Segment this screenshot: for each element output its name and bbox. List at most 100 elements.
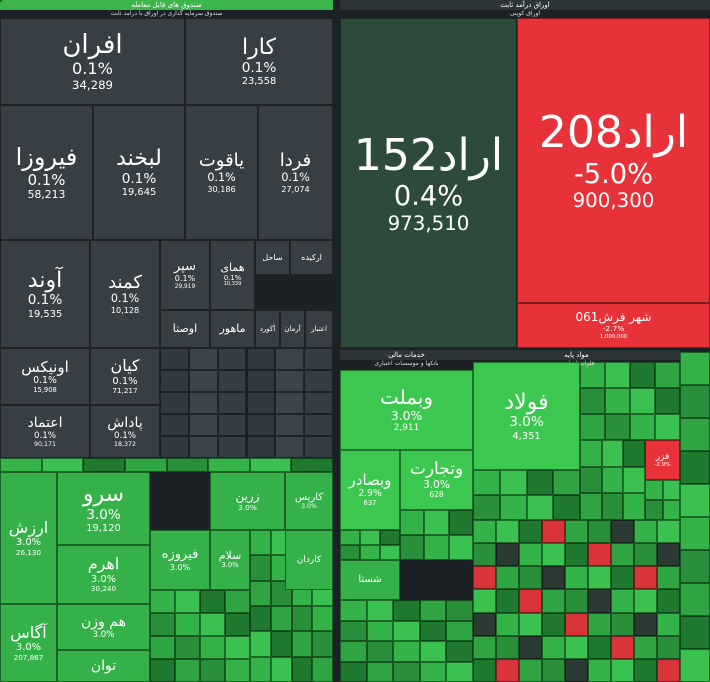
stock-tile: ساحل	[255, 240, 290, 275]
stock-tile: فردا 0.1% 27,074	[258, 105, 333, 240]
tile-name: اهرم	[87, 554, 120, 574]
filler-cell	[542, 543, 565, 567]
filler-cell	[588, 658, 611, 682]
stock-tile: فیروزا 0.1% 58,213	[0, 105, 93, 240]
filler-cell	[542, 520, 565, 544]
tile-change: 2.9%	[358, 488, 382, 500]
tile-name: وبملت	[379, 385, 434, 410]
filler-cell	[496, 589, 519, 613]
filler-cell	[393, 641, 420, 662]
filler-cell	[250, 631, 271, 657]
filler-cell	[225, 590, 250, 613]
filler-cell	[419, 620, 447, 641]
filler-cell	[580, 388, 605, 414]
tile-change: 3.0%	[169, 562, 191, 572]
section-header: اوراق درآمد ثابت	[340, 0, 710, 10]
filler-cell	[270, 656, 292, 682]
filler-cell	[246, 392, 276, 414]
tile-volume: 27,074	[281, 183, 310, 194]
filler-cell	[188, 370, 218, 392]
stock-tile: فزر -2.9%	[645, 440, 680, 480]
filler-cell	[662, 480, 680, 500]
tile-name: آرمان	[284, 324, 301, 333]
filler-cell	[680, 418, 710, 451]
stock-tile: کیان 0.1% 71,217	[90, 348, 160, 405]
tile-change: 3.0%	[509, 414, 544, 431]
tile-name: سرو	[82, 482, 125, 508]
filler-cell	[680, 583, 710, 616]
filler-cell	[393, 600, 420, 621]
filler-cell	[200, 613, 225, 636]
tile-change: 0.1%	[174, 274, 196, 284]
filler-cell	[175, 636, 200, 659]
filler-cell	[623, 440, 645, 467]
filler-cell	[680, 451, 710, 484]
tile-volume: 900,300	[572, 189, 655, 213]
stock-tile: اهرم 3.0% 30,240	[57, 545, 150, 604]
stock-tile: اراد208 -5.0% 900,300	[517, 18, 710, 303]
filler-cell	[270, 631, 292, 657]
filler-cell	[553, 495, 580, 520]
filler-cell	[542, 589, 565, 613]
stock-tile: کاریس 3.0%	[285, 472, 333, 530]
filler-cell	[473, 635, 496, 659]
filler-cell	[680, 550, 710, 583]
tile-change: 0.1%	[112, 375, 138, 387]
tile-change: 3.0%	[90, 573, 117, 585]
filler-cell	[657, 612, 680, 636]
tile-name: لبخند	[116, 146, 162, 172]
filler-cell	[611, 635, 634, 659]
filler-cell	[400, 510, 425, 535]
filler-cell	[580, 414, 605, 440]
filler-cell	[304, 392, 333, 414]
filler-cell	[655, 414, 680, 440]
filler-cell	[565, 543, 588, 567]
stock-tile: ارزش 3.0% 26,130	[0, 472, 57, 604]
tile-volume: 34,289	[72, 77, 113, 92]
filler-cell	[275, 370, 305, 392]
filler-cell	[340, 530, 360, 545]
filler-cell	[499, 495, 527, 520]
filler-cell	[680, 616, 710, 649]
filler-cell	[380, 545, 400, 560]
stock-tile: وتجارت 3.0% 628	[400, 450, 473, 510]
filler-cell	[496, 635, 519, 659]
filler-cell	[424, 535, 449, 560]
filler-cell	[419, 661, 447, 682]
stock-tile: هم وزن 3.0%	[57, 604, 150, 650]
filler-cell	[419, 600, 447, 621]
filler-cell	[275, 392, 305, 414]
filler-cell	[634, 589, 657, 613]
section-subheader: صندوق سرمایه گذاری در اوراق با درآمد ثاب…	[110, 10, 223, 17]
filler-cell	[400, 535, 425, 560]
filler-cell	[200, 659, 225, 682]
filler-cell	[340, 620, 367, 641]
tile-name: اعتبار	[311, 324, 327, 333]
filler-cell	[601, 440, 624, 467]
filler-cell	[605, 388, 630, 414]
stock-tile: فیروزه 3.0%	[150, 530, 210, 590]
filler-cell	[588, 566, 611, 590]
filler-cell	[150, 590, 175, 613]
filler-cell	[645, 500, 663, 520]
filler-cell	[611, 520, 634, 544]
filler-cell	[580, 362, 605, 388]
filler-cell	[542, 566, 565, 590]
filler-cell	[473, 612, 496, 636]
filler-cell	[393, 620, 420, 641]
filler-cell	[542, 612, 565, 636]
tile-name: فیروزا	[15, 142, 78, 171]
stock-tile: شستا	[340, 560, 400, 600]
filler-cell	[275, 414, 305, 436]
filler-cell	[519, 612, 542, 636]
filler-cell	[496, 612, 519, 636]
stock-tile: کاردان	[0, 0, 2, 2]
filler-cell	[519, 566, 542, 590]
tile-change: 0.1%	[241, 59, 277, 76]
tile-name: فولاد	[504, 389, 549, 415]
tile-name: اونیکس	[21, 357, 69, 376]
filler-cell	[200, 636, 225, 659]
filler-cell	[634, 520, 657, 544]
filler-cell	[588, 635, 611, 659]
filler-cell	[270, 606, 292, 632]
